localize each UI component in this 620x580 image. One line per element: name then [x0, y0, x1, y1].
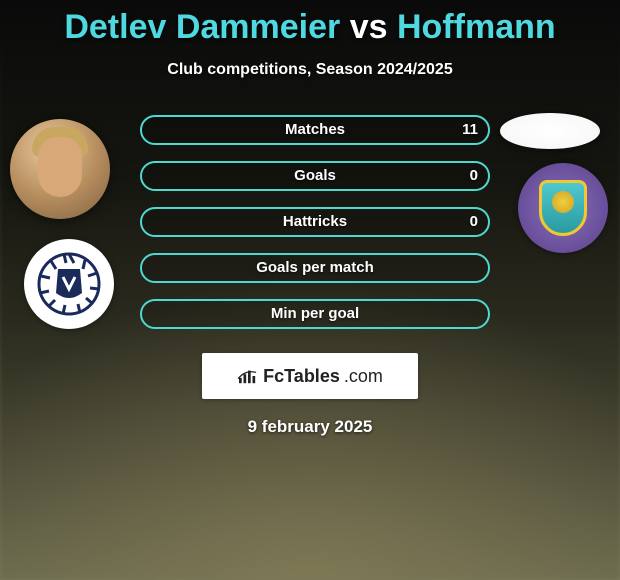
stat-label: Goals per match — [142, 255, 488, 281]
player1-face-icon — [10, 119, 110, 219]
footer-date: 9 february 2025 — [0, 417, 620, 437]
player2-club-logo — [518, 163, 608, 253]
watermark-brand: FcTables — [263, 366, 340, 387]
watermark: FcTables.com — [202, 353, 418, 399]
stat-label: Matches — [142, 117, 488, 143]
erzgebirge-shield-icon — [539, 180, 587, 236]
watermark-domain: .com — [344, 366, 383, 387]
stat-rows: Matches 11 Goals 0 Hattricks 0 Goals per… — [140, 115, 490, 345]
stat-row-min-per-goal: Min per goal — [140, 299, 490, 329]
player1-avatar — [10, 119, 110, 219]
comparison-card: Detlev Dammeier vs Hoffmann Club competi… — [0, 0, 620, 437]
player2-name: Hoffmann — [397, 8, 556, 46]
compare-zone: Matches 11 Goals 0 Hattricks 0 Goals per… — [0, 109, 620, 349]
arminia-crest-icon — [34, 249, 104, 319]
stat-label: Goals — [142, 163, 488, 189]
stat-right-value: 11 — [462, 117, 478, 143]
player1-club-logo — [24, 239, 114, 329]
title-vs: vs — [350, 8, 388, 46]
stat-row-goals: Goals 0 — [140, 161, 490, 191]
bar-chart-icon — [237, 367, 259, 385]
player2-avatar — [500, 113, 600, 149]
stat-right-value: 0 — [470, 209, 478, 235]
stat-label: Hattricks — [142, 209, 488, 235]
stat-row-goals-per-match: Goals per match — [140, 253, 490, 283]
stat-row-matches: Matches 11 — [140, 115, 490, 145]
stat-right-value: 0 — [470, 163, 478, 189]
page-title: Detlev Dammeier vs Hoffmann — [0, 0, 620, 47]
stat-label: Min per goal — [142, 301, 488, 327]
stat-row-hattricks: Hattricks 0 — [140, 207, 490, 237]
subtitle: Club competitions, Season 2024/2025 — [0, 61, 620, 79]
player1-name: Detlev Dammeier — [64, 8, 340, 46]
